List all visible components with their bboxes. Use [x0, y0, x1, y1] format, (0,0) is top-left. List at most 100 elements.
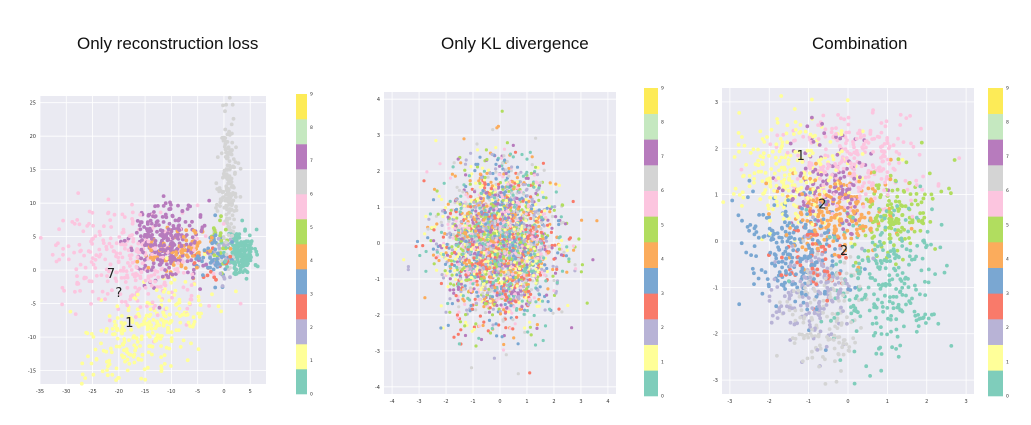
- y-tick-label: 10: [30, 201, 36, 207]
- data-point-class-0: [483, 208, 487, 213]
- data-point-class-1: [770, 149, 775, 154]
- data-point-class-1: [434, 139, 438, 143]
- data-point-class-9: [448, 277, 452, 281]
- data-point-class-9: [157, 243, 162, 248]
- data-point-class-9: [464, 173, 468, 177]
- data-point-class-2: [535, 173, 540, 177]
- data-point-class-0: [482, 169, 486, 173]
- data-point-class-9: [157, 223, 161, 228]
- data-point-class-4: [476, 253, 480, 257]
- data-point-class-8: [457, 188, 461, 192]
- data-point-class-7: [76, 191, 81, 195]
- data-point-class-0: [885, 332, 889, 337]
- colorbar-segment: [296, 294, 307, 320]
- colorbar-segment: [296, 219, 307, 245]
- data-point-class-8: [540, 221, 544, 225]
- data-point-class-2: [490, 221, 494, 225]
- data-point-class-9: [199, 229, 204, 234]
- colorbar-segment: [644, 344, 658, 371]
- data-point-class-7: [108, 262, 113, 267]
- data-point-class-1: [147, 314, 152, 319]
- data-point-class-1: [139, 358, 144, 362]
- data-point-class-0: [838, 259, 843, 264]
- data-point-class-1: [146, 326, 151, 330]
- data-point-class-8: [797, 294, 802, 299]
- data-point-class-7: [78, 262, 83, 267]
- data-point-class-4: [557, 222, 561, 227]
- data-point-class-5: [195, 265, 199, 270]
- data-point-class-5: [518, 307, 522, 311]
- data-point-class-8: [488, 198, 492, 202]
- data-point-class-2: [488, 171, 492, 175]
- data-point-class-5: [459, 161, 463, 165]
- data-point-class-8: [232, 225, 236, 230]
- data-point-class-8: [793, 318, 798, 323]
- data-point-class-9: [152, 210, 156, 214]
- data-point-class-1: [454, 247, 458, 251]
- data-point-class-4: [443, 262, 448, 266]
- data-point-class-4: [546, 300, 550, 304]
- data-point-class-3: [421, 244, 425, 248]
- data-point-class-6: [499, 241, 503, 245]
- data-point-class-6: [537, 198, 541, 202]
- data-point-class-7: [539, 252, 543, 256]
- data-point-class-3: [571, 199, 575, 204]
- data-point-class-9: [139, 234, 143, 239]
- data-point-class-1: [185, 358, 190, 363]
- data-point-class-1: [132, 334, 136, 338]
- data-point-class-3: [539, 210, 544, 214]
- data-point-class-6: [903, 237, 907, 241]
- data-point-class-2: [472, 200, 476, 204]
- y-tick-label: 0: [33, 268, 36, 274]
- data-point-class-9: [166, 237, 171, 242]
- data-point-class-8: [214, 206, 218, 210]
- data-point-class-1: [547, 204, 551, 208]
- data-point-class-4: [475, 290, 479, 294]
- data-point-class-6: [487, 287, 491, 291]
- data-point-class-8: [232, 165, 237, 170]
- data-point-class-7: [514, 252, 518, 256]
- data-point-class-7: [181, 260, 185, 264]
- data-point-class-1: [143, 377, 148, 382]
- colorbar-segment: [296, 269, 307, 295]
- data-point-class-7: [135, 247, 139, 251]
- x-tick-label: -4: [390, 399, 395, 405]
- data-point-class-2: [497, 263, 502, 267]
- data-point-class-1: [105, 359, 109, 364]
- data-point-class-8: [474, 237, 479, 241]
- data-point-class-1: [492, 274, 496, 278]
- data-point-class-7: [448, 176, 453, 180]
- data-point-class-0: [526, 183, 531, 187]
- data-point-class-9: [148, 218, 153, 223]
- data-point-class-8: [439, 220, 443, 224]
- data-point-class-8: [223, 198, 228, 203]
- data-point-class-4: [415, 239, 420, 244]
- data-point-class-5: [866, 186, 871, 191]
- data-point-class-6: [580, 263, 584, 267]
- data-point-class-0: [244, 262, 249, 267]
- data-point-class-8: [230, 213, 235, 218]
- data-point-class-9: [432, 239, 436, 243]
- data-point-class-1: [737, 149, 741, 154]
- data-point-class-9: [495, 303, 499, 308]
- data-point-class-0: [223, 259, 228, 264]
- data-point-class-3: [450, 262, 454, 266]
- data-point-class-5: [447, 258, 451, 262]
- data-point-class-3: [455, 313, 459, 317]
- data-point-class-7: [158, 284, 163, 289]
- data-point-class-9: [137, 223, 142, 228]
- data-point-class-1: [161, 310, 166, 315]
- data-point-class-8: [221, 138, 226, 143]
- data-point-class-5: [468, 179, 472, 183]
- data-point-class-1: [123, 321, 127, 325]
- data-point-class-9: [153, 243, 158, 248]
- data-point-class-4: [556, 219, 561, 223]
- data-point-class-7: [531, 231, 535, 235]
- data-point-class-8: [562, 250, 566, 254]
- data-point-class-4: [450, 302, 454, 306]
- data-point-class-1: [159, 317, 164, 322]
- data-point-class-1: [518, 271, 522, 275]
- data-point-class-1: [120, 331, 124, 336]
- data-point-class-1: [151, 318, 156, 322]
- data-point-class-4: [730, 198, 735, 203]
